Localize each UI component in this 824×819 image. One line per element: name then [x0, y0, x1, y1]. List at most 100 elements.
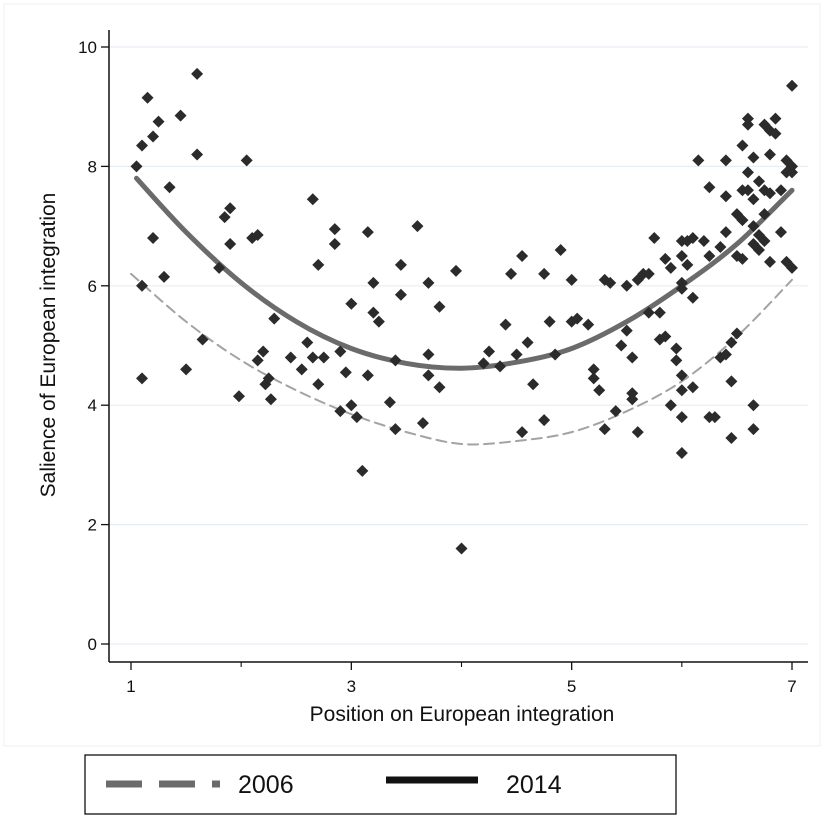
y-tick-label: 2 — [88, 516, 97, 535]
scatter-point — [719, 154, 732, 167]
scatter-point — [642, 306, 655, 319]
scatter-point — [659, 252, 672, 265]
scatter-point — [268, 312, 281, 325]
scatter-point — [736, 252, 749, 265]
scatter-point — [422, 369, 435, 382]
scatter-point — [147, 232, 160, 245]
scatter-point — [725, 336, 738, 349]
fit-line-2006 — [130, 272, 793, 446]
scatter-point — [747, 193, 760, 206]
scatter-point — [521, 336, 534, 349]
scatter-point — [345, 399, 358, 412]
scatter-point — [758, 235, 771, 248]
scatter-point — [295, 363, 308, 376]
axes: 0 2 4 6 8 10 1 3 5 7 — [78, 30, 808, 696]
scatter-point — [730, 327, 743, 340]
scatter-point — [328, 223, 341, 236]
scatter-point — [510, 348, 523, 361]
scatter-point — [725, 375, 738, 388]
scatter-point — [416, 417, 429, 430]
scatter-point — [681, 258, 694, 271]
scatter-point — [433, 300, 446, 313]
scatter-point — [565, 273, 578, 286]
scatter-point — [136, 279, 149, 292]
scatter-point — [449, 264, 462, 277]
scatter-point — [675, 446, 688, 459]
scatter-point — [593, 384, 606, 397]
scatter-point — [367, 306, 380, 319]
scatter-point — [708, 411, 721, 424]
scatter-point — [741, 184, 754, 197]
scatter-point — [213, 261, 226, 274]
scatter-point — [620, 324, 633, 337]
y-axis-title: Salience of European integration — [37, 193, 60, 498]
scatter-point — [389, 354, 402, 367]
scatter-point — [136, 139, 149, 152]
scatter-point — [786, 79, 798, 92]
scatter-point — [604, 276, 617, 289]
graph-region — [3, 3, 821, 747]
scatter-point — [675, 411, 688, 424]
scatter-point — [642, 267, 655, 280]
scatter-point — [361, 369, 374, 382]
scatter-point — [361, 226, 374, 239]
scatter-point — [659, 330, 672, 343]
scatter-point — [422, 348, 435, 361]
scatter-point — [697, 235, 710, 248]
scatter-point — [527, 378, 540, 391]
scatter-point — [675, 369, 688, 382]
scatter-point — [284, 351, 297, 364]
scatter-point — [312, 378, 325, 391]
scatter-point — [174, 109, 187, 122]
scatter-point — [747, 151, 760, 164]
scatter-point — [719, 226, 732, 239]
scatter-point — [251, 229, 264, 242]
scatter-point — [394, 258, 407, 271]
x-tick-label: 1 — [126, 677, 135, 696]
scatter-point — [394, 288, 407, 301]
scatter-point — [786, 261, 798, 274]
scatter-point — [136, 372, 149, 385]
scatter-point — [675, 249, 688, 262]
x-axis-title: Position on European integration — [310, 703, 615, 726]
scatter-point — [626, 393, 639, 406]
scatter-point — [334, 405, 347, 418]
scatter-point — [714, 240, 727, 253]
scatter-point — [648, 232, 661, 245]
scatter-point — [686, 291, 699, 304]
scatter-point — [130, 160, 143, 173]
scatter-point — [251, 354, 264, 367]
scatter-point — [264, 393, 277, 406]
scatter-point — [433, 381, 446, 394]
scatter-point — [664, 261, 677, 274]
scatter-point — [598, 423, 611, 436]
scatter-point — [774, 184, 787, 197]
scatter-point — [703, 181, 716, 194]
scatter-point — [232, 390, 245, 403]
scatter-point — [609, 405, 622, 418]
scatter-point — [163, 181, 176, 194]
scatter-point — [752, 175, 765, 188]
scatter-point — [763, 148, 776, 161]
scatter-point — [224, 202, 237, 215]
scatter-point — [218, 211, 231, 224]
scatter-point — [372, 315, 385, 328]
scatter-point — [741, 166, 754, 179]
scatter-point — [719, 348, 732, 361]
scatter-point — [383, 396, 396, 409]
scatter-point — [538, 267, 551, 280]
scatter-point — [670, 342, 683, 355]
scatter-point — [763, 187, 776, 200]
scatter-point — [725, 432, 738, 445]
scatter-point — [769, 112, 782, 125]
scatter-point — [774, 226, 787, 239]
scatter-point — [516, 426, 529, 439]
scatter-point — [191, 67, 204, 80]
grid — [109, 46, 808, 645]
scatter-point — [554, 243, 567, 256]
scatter-point — [339, 366, 352, 379]
scatter-point — [240, 154, 253, 167]
scatter-point — [786, 166, 798, 179]
scatter-point — [306, 193, 319, 206]
